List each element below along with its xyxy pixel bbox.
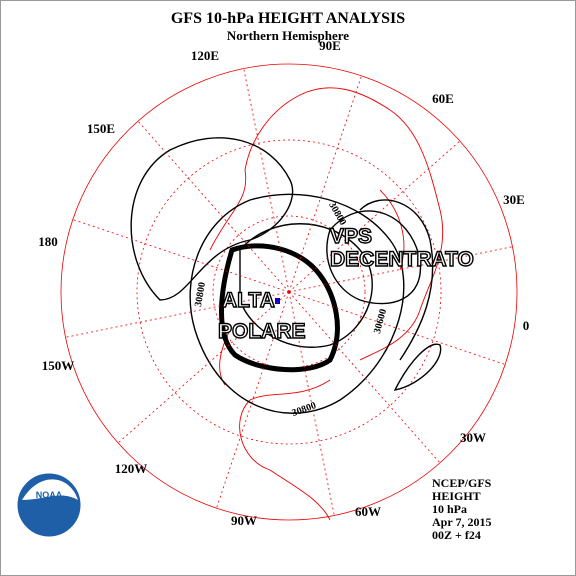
longitude-label: 60E bbox=[432, 91, 454, 106]
latitude-circle bbox=[212, 215, 366, 369]
longitude-label: 60W bbox=[355, 504, 381, 519]
meridian bbox=[288, 246, 513, 293]
footer-line: NCEP/GFS bbox=[432, 476, 492, 490]
meridian bbox=[137, 120, 290, 293]
annotation: ALTA bbox=[222, 289, 275, 312]
logo-text: NOAA bbox=[36, 490, 63, 500]
equator-circle bbox=[60, 63, 518, 521]
contour bbox=[239, 223, 373, 348]
longitude-label: 150W bbox=[42, 358, 75, 373]
annotation: DECENTRATO bbox=[330, 248, 474, 271]
high-marker bbox=[275, 298, 280, 304]
footer-line: 00Z + f24 bbox=[432, 528, 481, 542]
longitude-label: 180 bbox=[38, 234, 58, 249]
graticule bbox=[60, 63, 518, 521]
annotation: POLARE bbox=[218, 320, 306, 343]
longitude-label: 30E bbox=[503, 192, 525, 207]
meridian bbox=[117, 291, 290, 444]
meridian bbox=[288, 140, 461, 293]
longitude-label: 120W bbox=[115, 461, 148, 476]
height-contours bbox=[130, 137, 442, 414]
longitude-label: 150E bbox=[87, 121, 115, 136]
longitude-label: 120E bbox=[191, 48, 219, 63]
longitude-label: 0 bbox=[523, 318, 530, 333]
footer-line: HEIGHT bbox=[432, 489, 481, 503]
land-outline bbox=[209, 87, 444, 521]
latitude-circle bbox=[136, 139, 442, 445]
noaa-logo: NOAA bbox=[14, 470, 84, 540]
annotation: VPS bbox=[330, 225, 372, 248]
contour bbox=[326, 210, 422, 305]
coastlines bbox=[209, 87, 444, 521]
meridian bbox=[288, 291, 506, 365]
contour bbox=[130, 137, 294, 301]
footer-line: Apr 7, 2015 bbox=[432, 515, 491, 529]
contour bbox=[189, 193, 405, 414]
logo-bird bbox=[22, 479, 78, 500]
title: GFS 10-hPa HEIGHT ANALYSIS bbox=[171, 10, 405, 27]
contour bbox=[393, 343, 442, 391]
contour bbox=[359, 199, 434, 361]
footer-line: 10 hPa bbox=[432, 502, 467, 516]
subtitle: Northern Hemisphere bbox=[227, 28, 349, 43]
meridian bbox=[288, 75, 362, 293]
longitude-label: 90W bbox=[231, 513, 257, 528]
longitude-label: 30W bbox=[460, 430, 486, 445]
meridian bbox=[288, 291, 335, 516]
highlight-loop bbox=[219, 243, 340, 373]
longitude-label: 90E bbox=[319, 38, 341, 53]
contour-label: 30800 bbox=[193, 281, 208, 308]
meridian bbox=[288, 291, 441, 464]
